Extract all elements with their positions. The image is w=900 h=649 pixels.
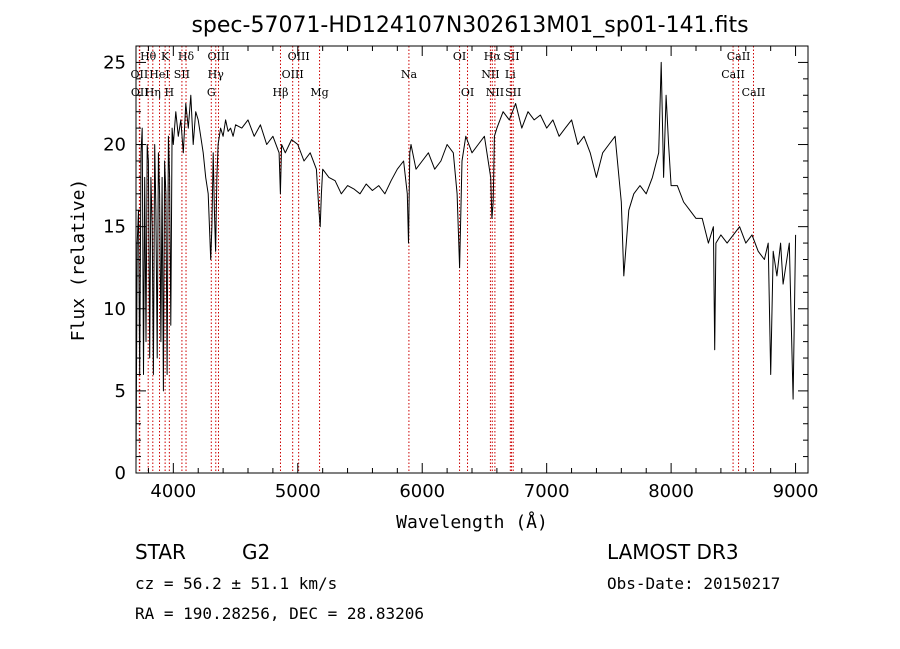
spectral-line-label: SII (503, 50, 519, 63)
x-axis: 4000 5000 6000 7000 8000 9000 (147, 46, 819, 502)
object-class: STAR (135, 540, 186, 564)
spectral-line-label: CaII (742, 86, 766, 99)
x-tick-label: 7000 (524, 481, 570, 502)
x-tick-label: 6000 (399, 481, 445, 502)
y-tick-label: 15 (103, 217, 126, 238)
spectral-line-label: NII (486, 86, 504, 99)
y-axis-label: Flux (relative) (68, 179, 89, 342)
survey-name: LAMOST DR3 (607, 540, 739, 564)
spectral-line-label: Hγ (208, 68, 225, 81)
obs-date: Obs-Date: 20150217 (607, 574, 781, 593)
spectral-line-label: Hα (484, 50, 502, 63)
spectral-line-label: NII (481, 68, 499, 81)
x-axis-label: Wavelength (Å) (396, 511, 548, 533)
spectral-line-label: Hδ (178, 50, 195, 63)
spectrum-line (135, 61, 797, 465)
spectrum-series (135, 61, 797, 465)
spectral-line-label: K (161, 50, 170, 63)
chart-title: spec-57071-HD124107N302613M01_sp01-141.f… (191, 13, 748, 38)
spectral-line-label: G (207, 86, 216, 99)
spectral-line-label: Hη (145, 86, 161, 99)
x-tick-label: 8000 (648, 481, 694, 502)
spectral-line-label: OI (453, 50, 466, 63)
spectral-line-label: OIII (282, 68, 304, 81)
spectral-line-label: CaII (727, 50, 751, 63)
spectral-line-label: H (165, 86, 175, 99)
object-subclass: G2 (242, 540, 271, 564)
spectral-line-label: SII (505, 86, 521, 99)
y-axis: 0 5 10 15 20 25 (103, 45, 808, 484)
spectral-line-label: SII (174, 68, 190, 81)
y-tick-label: 25 (103, 52, 126, 73)
spectral-line-label: OI (461, 86, 474, 99)
y-tick-label: 10 (103, 299, 126, 320)
y-tick-label: 20 (103, 135, 126, 156)
spectral-line-label: OII (131, 86, 149, 99)
plot-frame (135, 45, 809, 474)
x-tick-label: 5000 (275, 481, 321, 502)
spectral-line-label: CaII (721, 68, 745, 81)
spectral-line-label: OIII (207, 50, 229, 63)
spectral-line-label: HeI (149, 68, 169, 81)
spectral-line-label: Mg (310, 86, 328, 99)
redshift-value: cz = 56.2 ± 51.1 km/s (135, 574, 338, 593)
spectral-line-markers: HθKHδOIIIOIIIOIHαSIICaIIOIIHeISIIHγOIIIN… (131, 46, 766, 473)
spectral-line-label: Hθ (140, 50, 157, 63)
y-tick-label: 5 (115, 381, 126, 402)
spectral-line-label: Li (505, 68, 516, 81)
spectral-line-label: Hβ (273, 86, 289, 99)
x-tick-label: 4000 (150, 481, 196, 502)
coordinates: RA = 190.28256, DEC = 28.83206 (135, 604, 424, 623)
spectral-line-label: Na (401, 68, 418, 81)
spectral-line-label: OIII (288, 50, 310, 63)
x-tick-label: 9000 (773, 481, 819, 502)
y-tick-label: 0 (115, 463, 126, 484)
